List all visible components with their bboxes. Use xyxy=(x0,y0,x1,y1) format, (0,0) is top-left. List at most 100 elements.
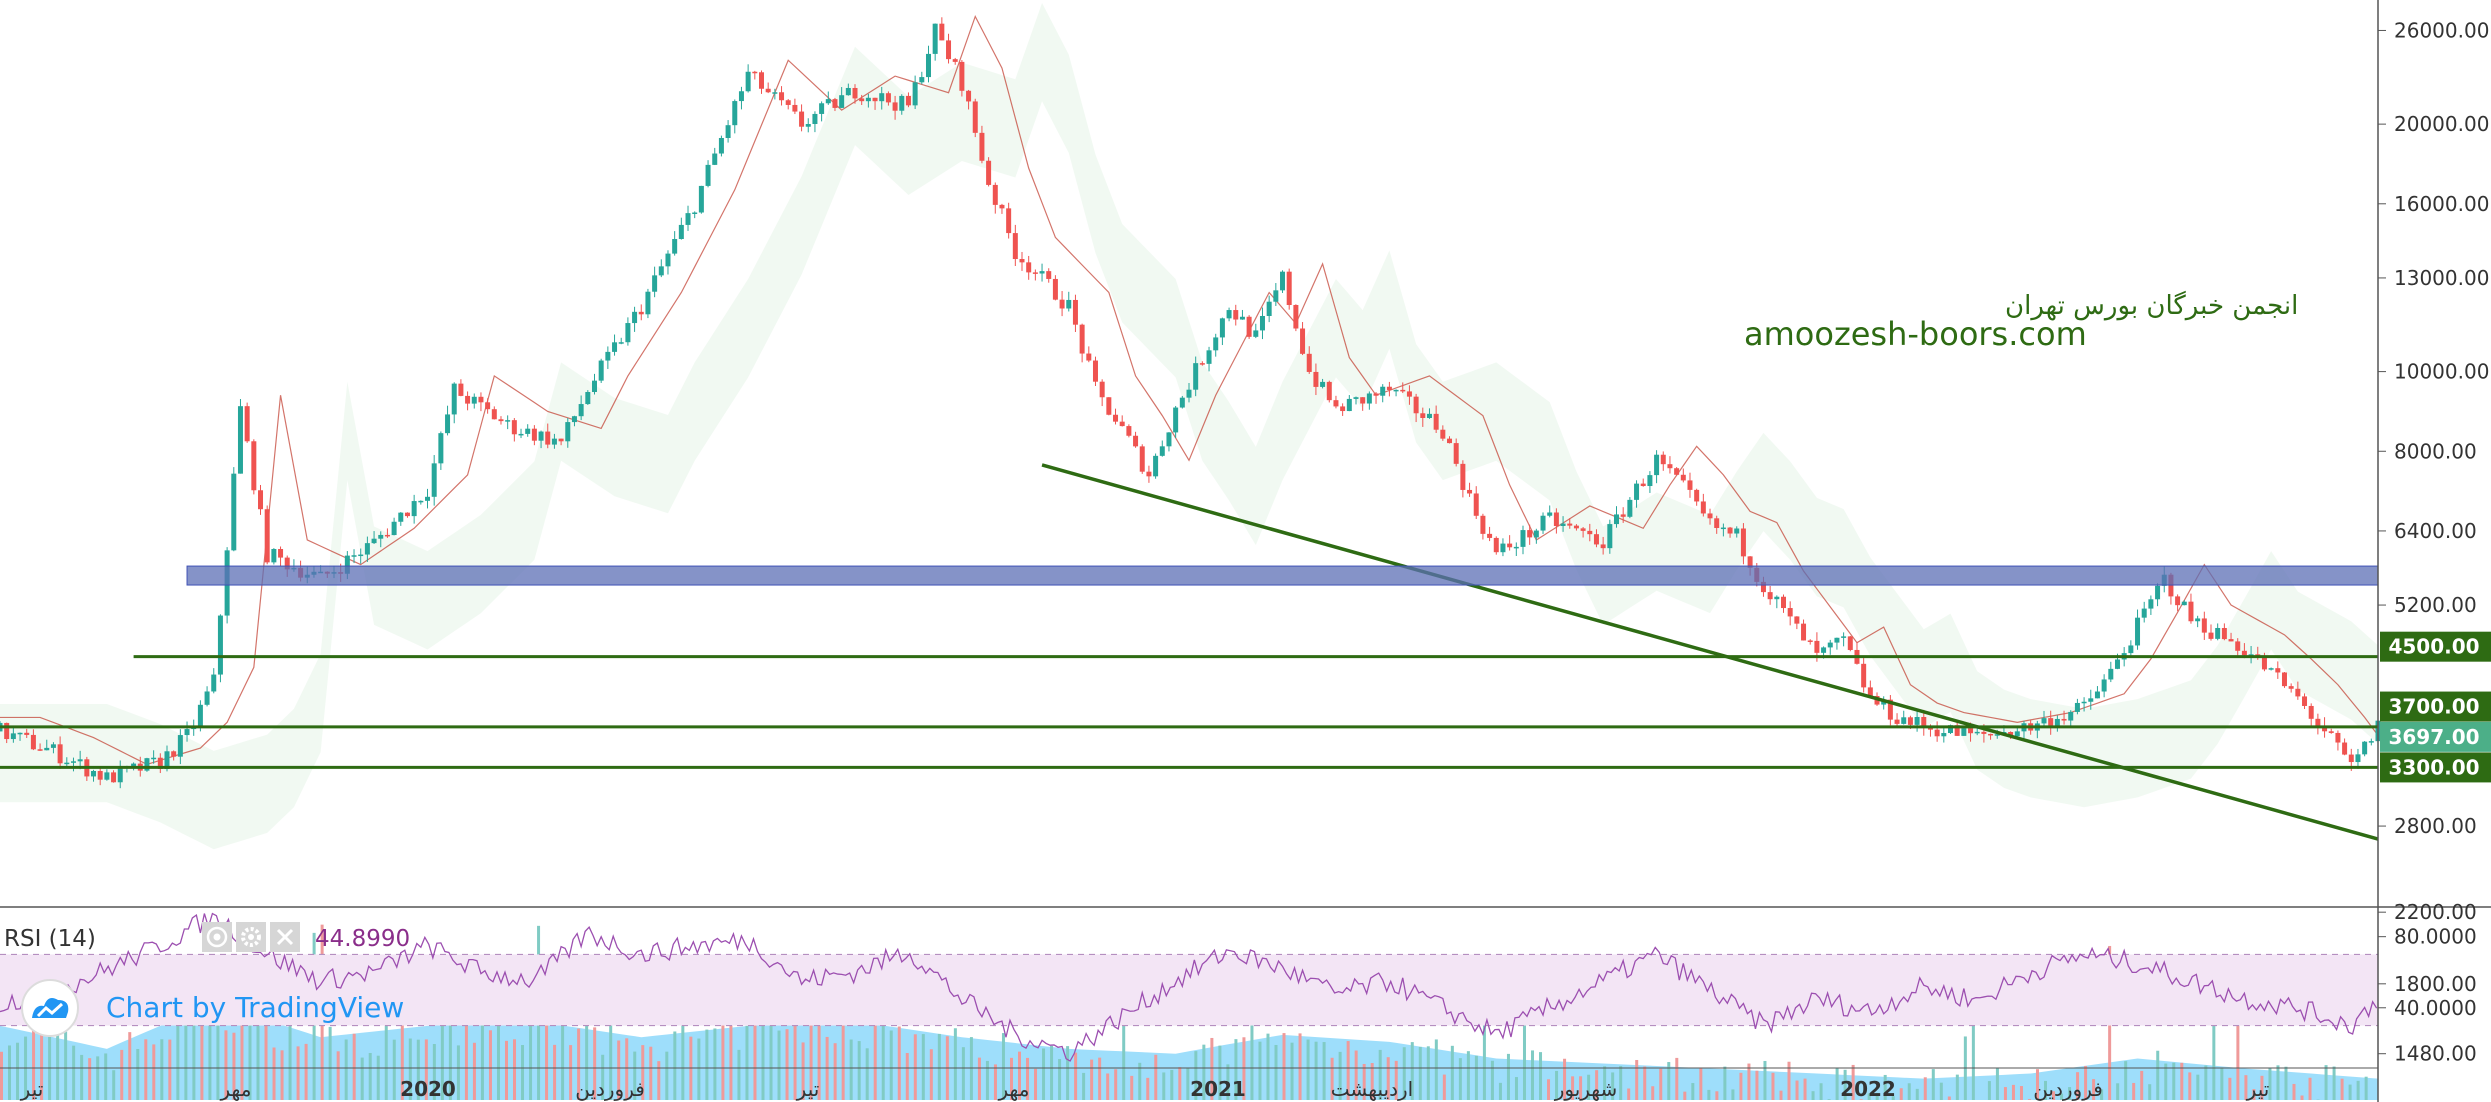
candle-body xyxy=(2195,618,2201,622)
volume-bar xyxy=(248,1018,252,1100)
price-pane[interactable] xyxy=(0,2,2381,1100)
candle-body xyxy=(1707,513,1713,519)
candle-body xyxy=(946,40,952,60)
candle-body xyxy=(1827,642,1833,648)
volume-bar xyxy=(1490,1060,1494,1100)
candle-body xyxy=(2268,668,2274,670)
candle-body xyxy=(2101,679,2107,692)
volume-bar xyxy=(1603,1066,1607,1100)
candle-body xyxy=(979,132,985,161)
volume-bar xyxy=(1899,1088,1903,1100)
candle-body xyxy=(672,239,678,254)
volume-bar xyxy=(1474,1055,1478,1100)
candle-body xyxy=(2208,632,2214,639)
candle-body xyxy=(1266,301,1272,316)
candle-body xyxy=(2108,668,2114,680)
candle-body xyxy=(251,441,257,491)
volume-bar xyxy=(424,1039,428,1100)
volume-bar xyxy=(1555,1070,1559,1100)
gear-icon[interactable] xyxy=(236,922,266,952)
candle-body xyxy=(1193,363,1199,390)
rsi-pane[interactable] xyxy=(0,912,2378,1062)
volume-bar xyxy=(416,1039,420,1100)
candle-body xyxy=(1774,596,1780,600)
volume-bar xyxy=(1138,1062,1142,1100)
candle-body xyxy=(885,93,891,103)
close-icon[interactable] xyxy=(270,922,300,952)
candle-body xyxy=(612,342,618,352)
volume-bar xyxy=(1659,1068,1663,1100)
eye-icon[interactable] xyxy=(202,922,232,952)
candle-body xyxy=(2335,732,2341,743)
candle-body xyxy=(2074,702,2080,712)
candle-body xyxy=(2201,618,2207,633)
candle-body xyxy=(438,433,444,464)
volume-bar xyxy=(400,1022,404,1100)
candle-body xyxy=(1453,443,1459,464)
volume-bar xyxy=(585,1018,589,1100)
candle-body xyxy=(2168,574,2174,597)
candle-body xyxy=(1720,527,1726,530)
candle-body xyxy=(1199,363,1205,365)
candle-body xyxy=(2261,656,2267,670)
candle-body xyxy=(164,751,170,770)
volume-bar xyxy=(1250,982,1254,1100)
volume-bar xyxy=(336,1051,340,1100)
candle-body xyxy=(852,87,858,99)
candle-body xyxy=(44,747,50,751)
volume-bar xyxy=(1266,1033,1270,1100)
volume-bar xyxy=(1074,1052,1078,1100)
volume-bar xyxy=(1082,1072,1086,1100)
volume-bar xyxy=(1146,1077,1150,1100)
candle-body xyxy=(64,762,70,765)
volume-bar xyxy=(649,1046,653,1100)
volume-bar xyxy=(1386,1057,1390,1100)
candle-body xyxy=(2362,741,2368,755)
volume-bar xyxy=(2196,1074,2200,1100)
volume-bar xyxy=(184,1022,188,1100)
candle-body xyxy=(1480,515,1486,534)
volume-bar xyxy=(360,1057,364,1100)
candle-body xyxy=(1366,393,1372,404)
rsi-line xyxy=(0,912,2378,1062)
volume-bar xyxy=(1322,1042,1326,1100)
candle-body xyxy=(1286,271,1292,305)
candle-body xyxy=(1533,530,1539,538)
volume-bar xyxy=(1442,1074,1446,1100)
candle-body xyxy=(1687,480,1693,490)
volume-bar xyxy=(1154,1054,1158,1100)
volume-bar xyxy=(2364,1076,2368,1100)
volume-bar xyxy=(0,1051,3,1100)
candle-body xyxy=(37,749,43,751)
candle-body xyxy=(1614,514,1620,525)
candle-body xyxy=(30,734,36,750)
candle-body xyxy=(1146,471,1152,477)
candle-body xyxy=(1066,299,1072,309)
volume-bar xyxy=(2116,1083,2120,1100)
volume-bar xyxy=(1186,1068,1190,1100)
volume-bar xyxy=(2268,1067,2272,1100)
trend-line[interactable] xyxy=(1041,463,2379,841)
volume-bar xyxy=(1106,1073,1110,1100)
volume-bar xyxy=(2300,1095,2304,1100)
tradingview-badge[interactable]: Chart by TradingView xyxy=(21,979,404,1037)
volume-bar xyxy=(1867,1093,1871,1100)
candle-body xyxy=(1393,389,1399,392)
candle-body xyxy=(144,758,150,771)
candle-body xyxy=(2054,718,2060,728)
volume-bar xyxy=(1330,1057,1334,1100)
candle-body xyxy=(839,95,845,108)
candle-body xyxy=(571,416,577,423)
volume-bar xyxy=(1691,1083,1695,1100)
candle-body xyxy=(211,674,217,692)
candle-body xyxy=(1413,396,1419,414)
volume-bar xyxy=(1202,1044,1206,1100)
volume-bar xyxy=(504,1040,508,1100)
volume-bar xyxy=(1843,1069,1847,1100)
volume-bar xyxy=(609,1022,613,1100)
candle-body xyxy=(1520,530,1526,547)
candle-body xyxy=(645,291,651,315)
volume-bar xyxy=(737,1049,741,1100)
price-tick-label: 13000.00 xyxy=(2394,266,2489,290)
volume-bar xyxy=(2212,1022,2216,1100)
